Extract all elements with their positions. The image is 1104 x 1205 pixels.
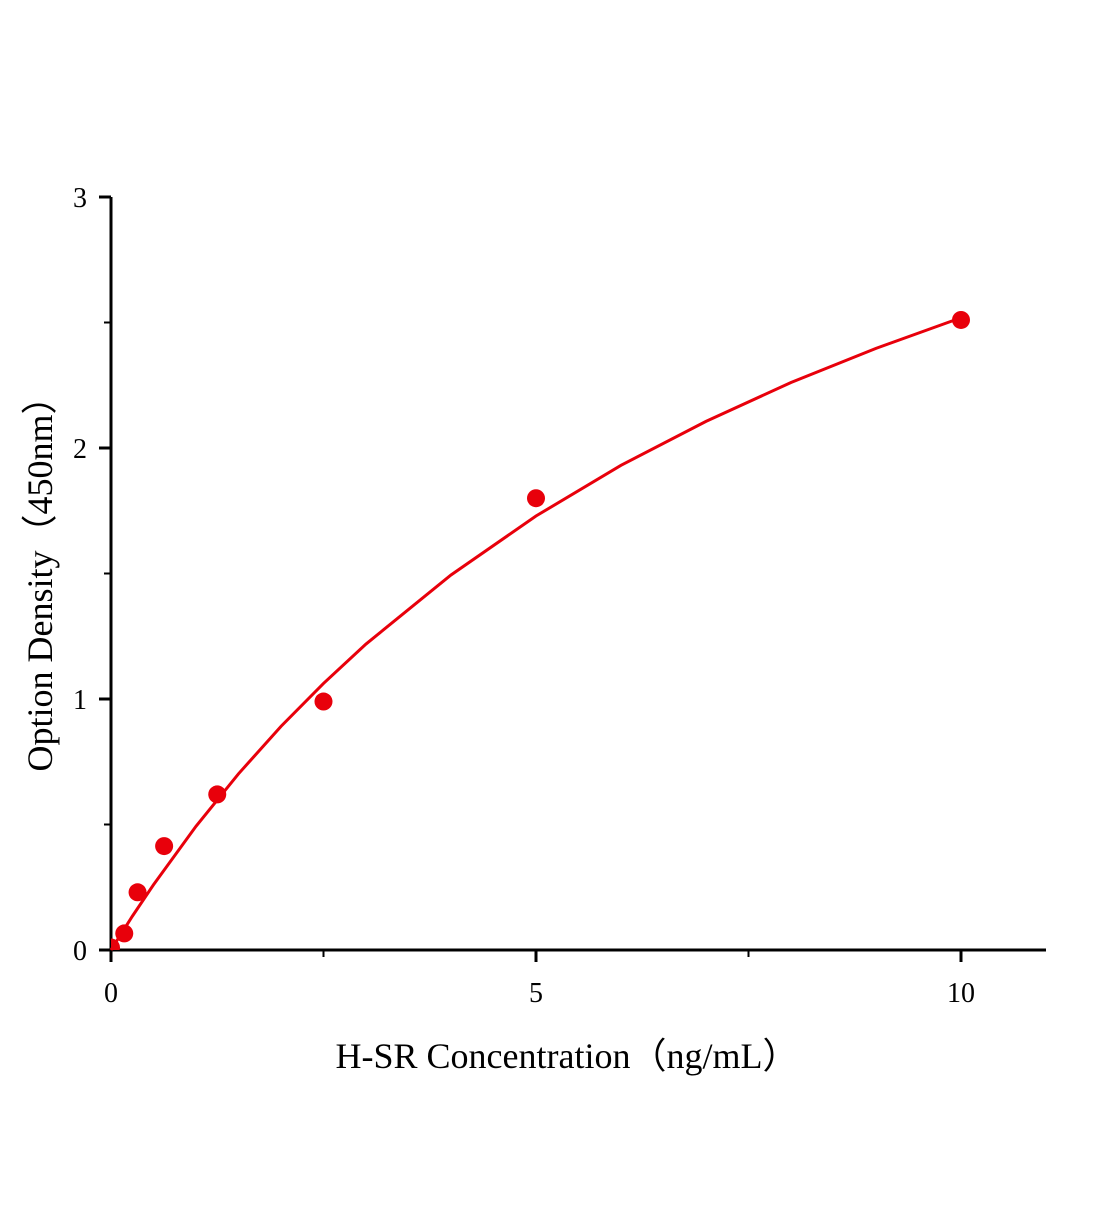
x-tick-label: 0	[104, 978, 118, 1009]
data-point	[208, 785, 227, 804]
y-tick-label: 0	[73, 936, 87, 967]
data-point	[111, 938, 120, 950]
y-axis-label: Option Density（450nm）	[20, 379, 60, 772]
tick-labels: 0 5 10 0 1 2 3	[73, 183, 975, 1009]
x-tick-label: 5	[529, 978, 543, 1009]
x-axis-label: H-SR Concentration（ng/mL）	[336, 1036, 799, 1076]
y-tick-label: 2	[73, 434, 87, 465]
fit-curve	[109, 316, 962, 951]
data-point	[314, 692, 333, 711]
data-point	[128, 883, 147, 902]
y-tick-label: 1	[73, 685, 87, 716]
data-point	[952, 310, 970, 329]
data-points	[111, 310, 970, 950]
data-point	[115, 924, 134, 943]
data-point	[155, 837, 174, 856]
data-point	[527, 489, 545, 508]
y-tick-label: 3	[73, 183, 87, 214]
axes	[99, 195, 1046, 962]
x-tick-label: 10	[947, 978, 975, 1009]
